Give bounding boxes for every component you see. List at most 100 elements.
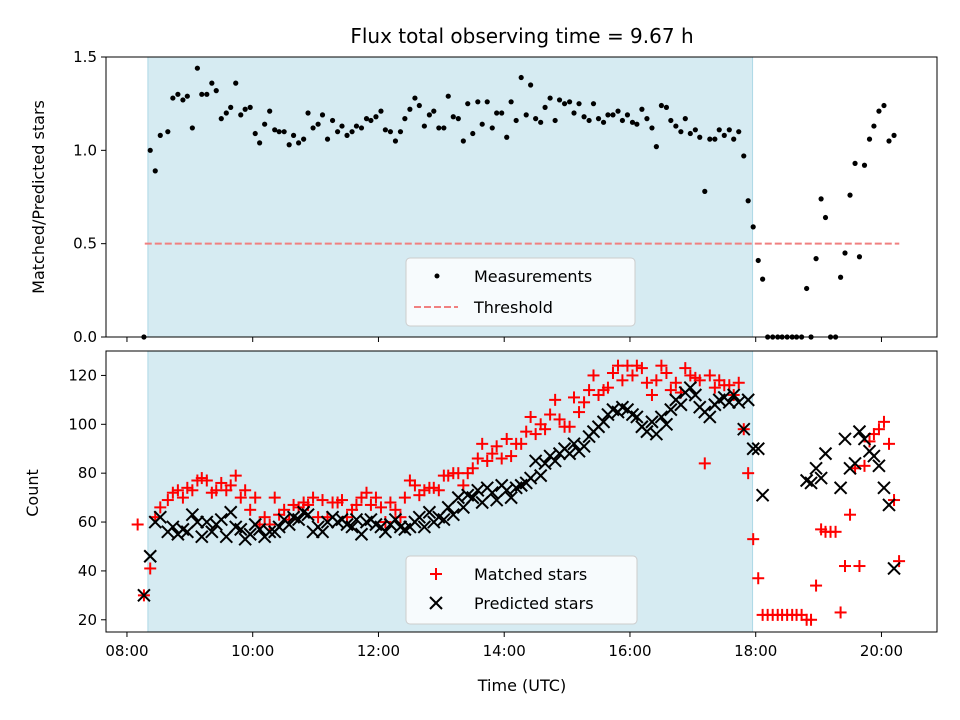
measurement-point	[595, 116, 602, 122]
matched-stars-points	[131, 359, 906, 626]
predicted-star-point	[422, 505, 437, 519]
predicted-star-point	[882, 498, 896, 512]
measurement-point	[436, 125, 442, 131]
measurement-point	[649, 125, 655, 131]
measurement-point	[624, 112, 631, 118]
matched-star-point	[524, 410, 537, 423]
predicted-star-point	[291, 512, 306, 527]
predicted-star-point	[567, 437, 581, 451]
predicted-star-point	[190, 515, 205, 529]
matched-star-point	[568, 391, 581, 404]
matched-star-point	[476, 437, 489, 450]
measurement-point	[581, 114, 587, 120]
legend-matched-marker	[430, 568, 442, 580]
measurement-point	[866, 136, 873, 142]
measurement-point	[475, 99, 481, 105]
predicted-star-point	[143, 549, 157, 563]
measurement-point	[242, 106, 248, 112]
measurement-point	[152, 168, 158, 174]
predicted-star-point	[838, 432, 852, 446]
predicted-star-point	[867, 449, 881, 463]
matched-star-point	[224, 479, 237, 492]
predicted-star-point	[185, 508, 200, 522]
measurement-point	[629, 119, 636, 125]
matched-star-point	[200, 474, 213, 487]
measurement-point	[252, 130, 258, 137]
bottom-y-tick-label: 20	[78, 611, 97, 629]
matched-star-point	[563, 420, 576, 433]
predicted-star-point	[446, 508, 460, 522]
measurement-point	[180, 97, 186, 103]
measurement-point	[378, 108, 384, 114]
predicted-star-point	[523, 471, 538, 485]
measurement-point	[673, 123, 679, 129]
measurement-point	[387, 129, 394, 135]
measurement-point	[513, 117, 519, 124]
measurement-point	[445, 93, 451, 99]
matched-star-point	[544, 408, 557, 421]
bottom-x-ticks: 08:00 10:00 12:00 14:00 16:00 18:00 20:00	[105, 632, 903, 660]
matched-star-point	[703, 369, 716, 382]
measurement-point	[426, 112, 432, 118]
predicted-star-point	[887, 561, 901, 576]
measurement-point	[339, 123, 345, 129]
measurement-point	[358, 125, 365, 131]
matched-star-point	[258, 511, 271, 524]
measurement-point	[286, 142, 292, 148]
predicted-star-point	[654, 410, 669, 424]
matched-star-point	[389, 503, 402, 516]
bottom-y-axis-label: Count	[23, 469, 42, 517]
top-legend-box	[405, 257, 636, 327]
predicted-star-point	[833, 481, 848, 495]
measurement-point	[644, 116, 650, 122]
measurement-point	[542, 104, 548, 110]
matched-star-point	[587, 369, 600, 382]
top-panel: 0.0 0.5 1.0 1.5 Matched/Predicted stars Mea…	[29, 48, 938, 346]
matched-star-point	[606, 366, 619, 379]
measurement-point	[881, 102, 887, 109]
matched-star-point	[166, 486, 179, 499]
matched-star-point	[858, 459, 871, 472]
predicted-star-point	[485, 486, 499, 500]
measurement-point	[847, 192, 853, 198]
measurement-point	[218, 116, 224, 122]
measurement-point	[305, 110, 311, 116]
predicted-star-point	[852, 424, 867, 439]
measurement-point	[450, 114, 456, 120]
predicted-star-point	[741, 393, 755, 407]
matched-star-point	[234, 491, 247, 504]
measurement-point	[687, 130, 693, 137]
measurement-point	[184, 93, 190, 99]
matched-star-point	[481, 454, 494, 467]
matched-star-point	[442, 469, 455, 482]
measurement-point	[257, 140, 263, 146]
measurement-point	[213, 88, 219, 94]
matched-star-point	[834, 606, 847, 619]
measurement-point	[639, 106, 645, 112]
predicted-star-point	[674, 398, 688, 412]
predicted-star-point	[504, 490, 518, 505]
matched-star-point	[679, 362, 692, 375]
matched-star-point	[684, 369, 697, 382]
measurement-point	[329, 117, 336, 124]
predicted-star-point	[234, 522, 248, 537]
measurement-point	[334, 129, 341, 135]
measurement-point	[547, 95, 553, 101]
measurement-point	[590, 101, 597, 107]
predicted-star-point	[659, 417, 674, 432]
x-tick-label: 08:00	[105, 642, 148, 660]
matched-star-point	[408, 479, 421, 492]
predicted-star-point	[533, 468, 548, 483]
bottom-panel: 20 40 60 80 100 120 08:00 10:00 12:00 14:00 16:00…	[23, 350, 938, 695]
measurement-point	[876, 108, 882, 114]
predicted-star-point	[804, 476, 818, 490]
predicted-star-point	[349, 512, 364, 527]
measurement-point	[600, 119, 607, 125]
measurement-point	[344, 132, 350, 138]
measurement-point	[716, 127, 722, 133]
measurement-point	[755, 257, 761, 264]
measurement-point	[586, 117, 592, 124]
bottom-axes-frame	[105, 350, 938, 633]
measurement-point	[668, 117, 674, 124]
